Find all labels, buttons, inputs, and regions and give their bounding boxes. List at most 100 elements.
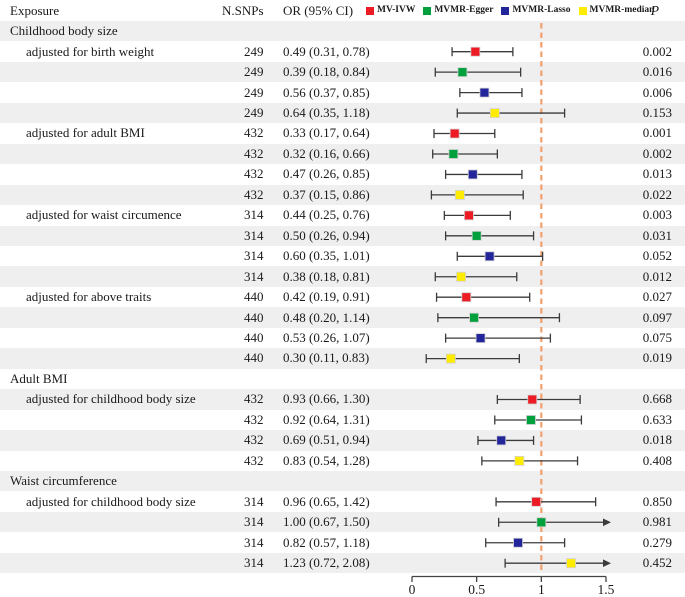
or-ci-value: 0.69 (0.51, 0.94) <box>283 432 370 448</box>
data-row: 432 0.69 (0.51, 0.94) 0.018 <box>0 430 685 451</box>
or-ci-value: 0.96 (0.65, 1.42) <box>283 493 370 509</box>
or-ci-value: 1.00 (0.67, 1.50) <box>283 514 370 530</box>
p-value: 0.075 <box>642 330 672 346</box>
nsnps-value: 314 <box>244 555 264 570</box>
nsnps-value: 440 <box>244 330 264 346</box>
nsnps-value: 314 <box>244 207 264 223</box>
data-row: 314 1.00 (0.67, 1.50) 0.981 <box>0 511 685 533</box>
nsnps-value: 314 <box>244 248 264 264</box>
p-value: 0.006 <box>642 84 672 100</box>
exposure-column-header: Exposure <box>10 3 60 18</box>
p-value: 0.452 <box>642 555 672 570</box>
data-row: 432 0.83 (0.54, 1.28) 0.408 <box>0 451 685 471</box>
data-row: 249 0.39 (0.18, 0.84) 0.016 <box>0 61 685 83</box>
or-ci-value: 0.48 (0.20, 1.14) <box>283 309 370 325</box>
data-row: 314 0.38 (0.18, 0.81) 0.012 <box>0 266 685 287</box>
group-row: Waist circumference <box>0 470 685 492</box>
nsnps-value: 432 <box>244 452 264 468</box>
exposure-group-label: Waist circumference <box>10 473 117 489</box>
data-row: 440 0.48 (0.20, 1.14) 0.097 <box>0 307 685 328</box>
exposure-label: adjusted for waist circumence <box>26 207 182 223</box>
or-ci-value: 0.64 (0.35, 1.18) <box>283 105 370 121</box>
or-ci-column-header: OR (95% CI) <box>283 3 354 18</box>
exposure-label: adjusted for childhood body size <box>26 493 196 509</box>
nsnps-value: 314 <box>244 268 264 284</box>
or-ci-value: 0.82 (0.57, 1.18) <box>283 534 370 550</box>
legend-label: MVMR-median <box>589 5 655 15</box>
or-ci-value: 0.53 (0.26, 1.07) <box>283 330 370 346</box>
exposure-group-label: Childhood body size <box>10 23 118 39</box>
data-row: 432 0.92 (0.64, 1.31) 0.633 <box>0 410 685 430</box>
x-axis-tick-label: 0 <box>409 582 416 597</box>
p-value: 0.052 <box>642 248 672 264</box>
or-ci-value: 0.93 (0.66, 1.30) <box>283 391 370 407</box>
p-value: 0.001 <box>642 125 672 141</box>
nsnps-value: 249 <box>244 43 264 59</box>
data-row: 314 0.50 (0.26, 0.94) 0.031 <box>0 225 685 246</box>
group-row: Childhood body size <box>0 21 685 42</box>
data-row: adjusted for above traits 440 0.42 (0.19, … <box>0 287 685 307</box>
nsnps-column-header: N.SNPs <box>222 3 264 18</box>
p-value: 0.012 <box>642 268 672 284</box>
nsnps-value: 314 <box>244 534 264 550</box>
table-header: Exposure N.SNPs OR (95% CI) MV-IVW MVMR-E… <box>0 0 685 22</box>
legend-color-swatch-icon <box>501 6 510 15</box>
or-ci-value: 0.49 (0.31, 0.78) <box>283 43 370 59</box>
nsnps-value: 440 <box>244 309 264 325</box>
or-ci-value: 1.23 (0.72, 2.08) <box>283 555 370 570</box>
or-ci-value: 0.38 (0.18, 0.81) <box>283 268 370 284</box>
p-value: 0.153 <box>642 105 672 121</box>
p-value: 0.408 <box>642 452 672 468</box>
nsnps-value: 432 <box>244 145 264 161</box>
data-row: 432 0.37 (0.15, 0.86) 0.022 <box>0 184 685 206</box>
data-row: 249 0.56 (0.37, 0.85) 0.006 <box>0 82 685 102</box>
p-value: 0.668 <box>642 391 672 407</box>
data-row: adjusted for birth weight 249 0.49 (0.31, … <box>0 41 685 61</box>
or-ci-value: 0.44 (0.25, 0.76) <box>283 207 370 223</box>
or-ci-value: 0.56 (0.37, 0.85) <box>283 84 370 100</box>
legend: MV-IVW MVMR-Egger MVMR-Lasso MVMR-median <box>366 0 654 21</box>
data-row: 440 0.30 (0.11, 0.83) 0.019 <box>0 348 685 369</box>
p-value: 0.097 <box>642 309 672 325</box>
data-row: 440 0.53 (0.26, 1.07) 0.075 <box>0 328 685 348</box>
legend-color-swatch-icon <box>366 6 374 15</box>
nsnps-value: 249 <box>244 64 264 80</box>
exposure-label: adjusted for birth weight <box>26 43 155 59</box>
nsnps-value: 314 <box>244 227 264 243</box>
nsnps-value: 432 <box>244 391 264 407</box>
x-axis-tick-label: 0.5 <box>468 582 485 597</box>
p-value: 0.850 <box>642 493 672 509</box>
nsnps-value: 314 <box>244 493 264 509</box>
legend-color-swatch-icon <box>578 6 587 15</box>
p-value: 0.003 <box>642 207 672 223</box>
exposure-group-label: Adult BMI <box>10 370 68 386</box>
or-ci-value: 0.39 (0.18, 0.84) <box>283 64 370 80</box>
or-ci-value: 0.30 (0.11, 0.83) <box>283 350 370 366</box>
data-row: 314 0.60 (0.35, 1.01) 0.052 <box>0 246 685 266</box>
p-value: 0.002 <box>642 145 672 161</box>
nsnps-value: 440 <box>244 350 264 366</box>
data-row: 314 1.23 (0.72, 2.08) 0.452 <box>0 552 685 574</box>
nsnps-value: 432 <box>244 186 264 202</box>
or-ci-value: 0.83 (0.54, 1.28) <box>283 452 370 468</box>
exposure-label: adjusted for adult BMI <box>26 125 145 141</box>
or-ci-value: 0.50 (0.26, 0.94) <box>283 227 370 243</box>
or-ci-value: 0.47 (0.26, 0.85) <box>283 166 370 182</box>
group-row: Adult BMI <box>0 369 685 389</box>
nsnps-value: 314 <box>244 514 264 530</box>
exposure-label: adjusted for childhood body size <box>26 391 196 407</box>
data-row: adjusted for childhood body size 432 0.93 … <box>0 389 685 410</box>
nsnps-value: 432 <box>244 432 264 448</box>
p-value: 0.016 <box>642 64 672 80</box>
legend-item: MV-IVW <box>366 0 415 21</box>
legend-item: MVMR-Lasso <box>501 0 571 21</box>
legend-color-swatch-icon <box>423 6 432 15</box>
p-value: 0.022 <box>642 186 672 202</box>
data-row: 432 0.47 (0.26, 0.85) 0.013 <box>0 164 685 184</box>
legend-label: MV-IVW <box>377 5 416 15</box>
data-row: adjusted for waist circumence 314 0.44 (0.… <box>0 205 685 225</box>
legend-label: MVMR-Egger <box>434 5 494 15</box>
p-value: 0.633 <box>642 411 672 427</box>
data-row: adjusted for childhood body size 314 0.96 … <box>0 491 685 511</box>
